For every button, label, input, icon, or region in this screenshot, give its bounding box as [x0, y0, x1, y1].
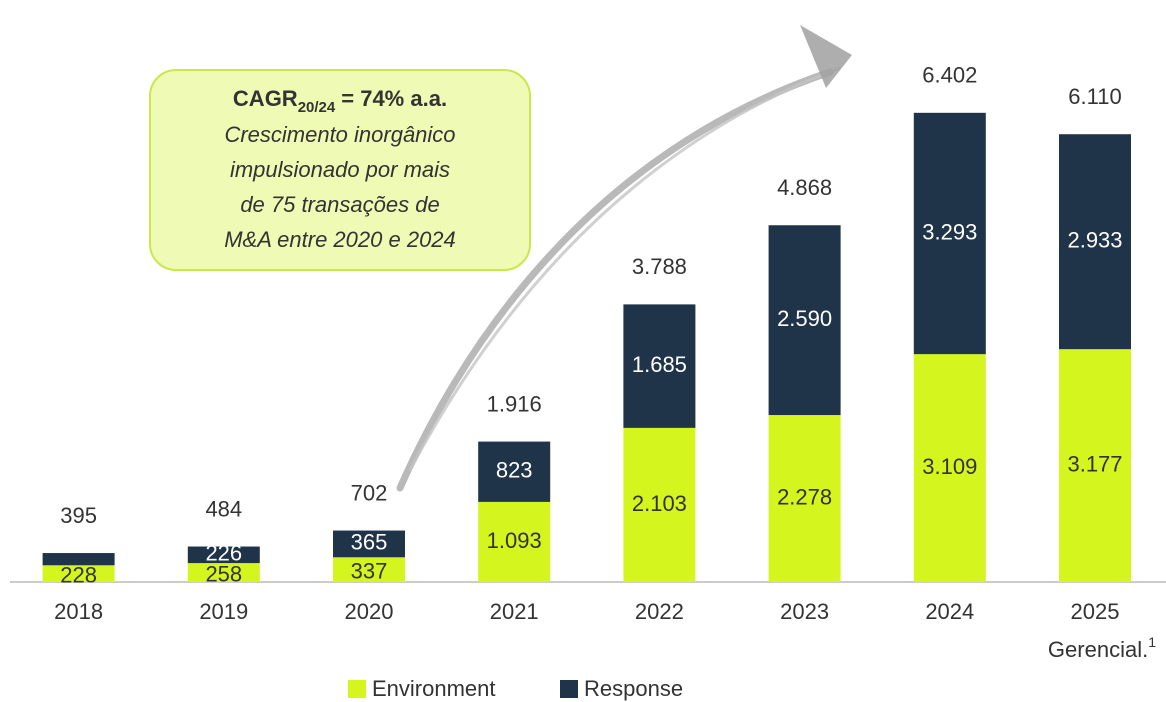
bar-segment: [187, 563, 260, 582]
value-label: 1.685: [632, 352, 687, 377]
total-label: 484: [205, 496, 242, 521]
bar-segment: [478, 441, 551, 502]
bar-segment: [913, 354, 986, 582]
value-label: 228: [60, 562, 97, 587]
annotation-line: impulsionado por mais: [230, 157, 450, 182]
bar-segment: [42, 565, 115, 582]
bar-segment: [42, 553, 115, 566]
annotation: CAGR20/24 = 74% a.a.: [233, 86, 447, 116]
annotation-line: de 75 transações de: [240, 192, 439, 217]
cagr-value: = 74% a.a.: [341, 86, 447, 111]
bar-segment: [1059, 134, 1131, 350]
legend-swatch: [560, 680, 578, 698]
bar-segment: [623, 304, 696, 428]
x-tick-label: 2024: [925, 599, 974, 624]
total-label: 6.402: [922, 63, 977, 88]
cagr: CAGR: [233, 86, 298, 111]
x-note: Gerencial.1: [1048, 634, 1156, 662]
bar-segment: [478, 501, 551, 582]
total-label: 1.916: [487, 391, 542, 416]
value-label: 2.278: [777, 484, 832, 509]
value-label: 226: [205, 541, 242, 566]
x-note-sup: 1: [1148, 634, 1156, 650]
bar-segment: [187, 546, 260, 564]
value-label: 2.933: [1067, 228, 1122, 253]
value-label: 1.093: [487, 528, 542, 553]
value-label: 3.177: [1067, 451, 1122, 476]
x-tick-label: 2025: [1071, 599, 1120, 624]
value-label: 823: [496, 458, 533, 483]
annotation-line: Crescimento inorgânico: [224, 122, 455, 147]
legend-label: Response: [584, 676, 683, 701]
annotation-title: CAGR20/24 = 74% a.a.: [233, 86, 447, 116]
x-tick-label: 2023: [780, 599, 829, 624]
value-label: 258: [205, 561, 242, 586]
x-tick-label: 2021: [490, 599, 539, 624]
x-tick-label: 2018: [54, 599, 103, 624]
bar-segment: [768, 225, 841, 416]
x-tick-label: 2020: [345, 599, 394, 624]
annotation-line: M&A entre 2020 e 2024: [224, 227, 456, 252]
total-label: 395: [60, 503, 97, 528]
bar-segment: [623, 427, 696, 582]
bar-segment: [333, 530, 405, 558]
value-label: 337: [351, 558, 388, 583]
bar-segment: [913, 112, 986, 355]
x-note-text: Gerencial.: [1048, 637, 1148, 662]
annotation-box: [149, 69, 531, 271]
value-label: 2.590: [777, 306, 832, 331]
value-label: 2.103: [632, 491, 687, 516]
total-label: 702: [351, 480, 388, 505]
value-label: 3.109: [922, 454, 977, 479]
bar-segment: [768, 415, 841, 582]
value-label: 365: [351, 530, 388, 555]
legend-swatch: [348, 680, 366, 698]
legend-label: Environment: [372, 676, 496, 701]
total-label: 6.110: [1068, 84, 1121, 109]
x-tick-label: 2022: [635, 599, 684, 624]
bar-segment: [333, 557, 405, 582]
cagr-period: 20/24: [298, 99, 336, 116]
growth-arrow: [396, 25, 852, 492]
total-label: 3.788: [632, 254, 687, 279]
value-label: 3.293: [922, 219, 977, 244]
total-label: 4.868: [777, 175, 832, 200]
bar-segment: [1059, 349, 1131, 582]
x-tick-label: 2019: [199, 599, 248, 624]
